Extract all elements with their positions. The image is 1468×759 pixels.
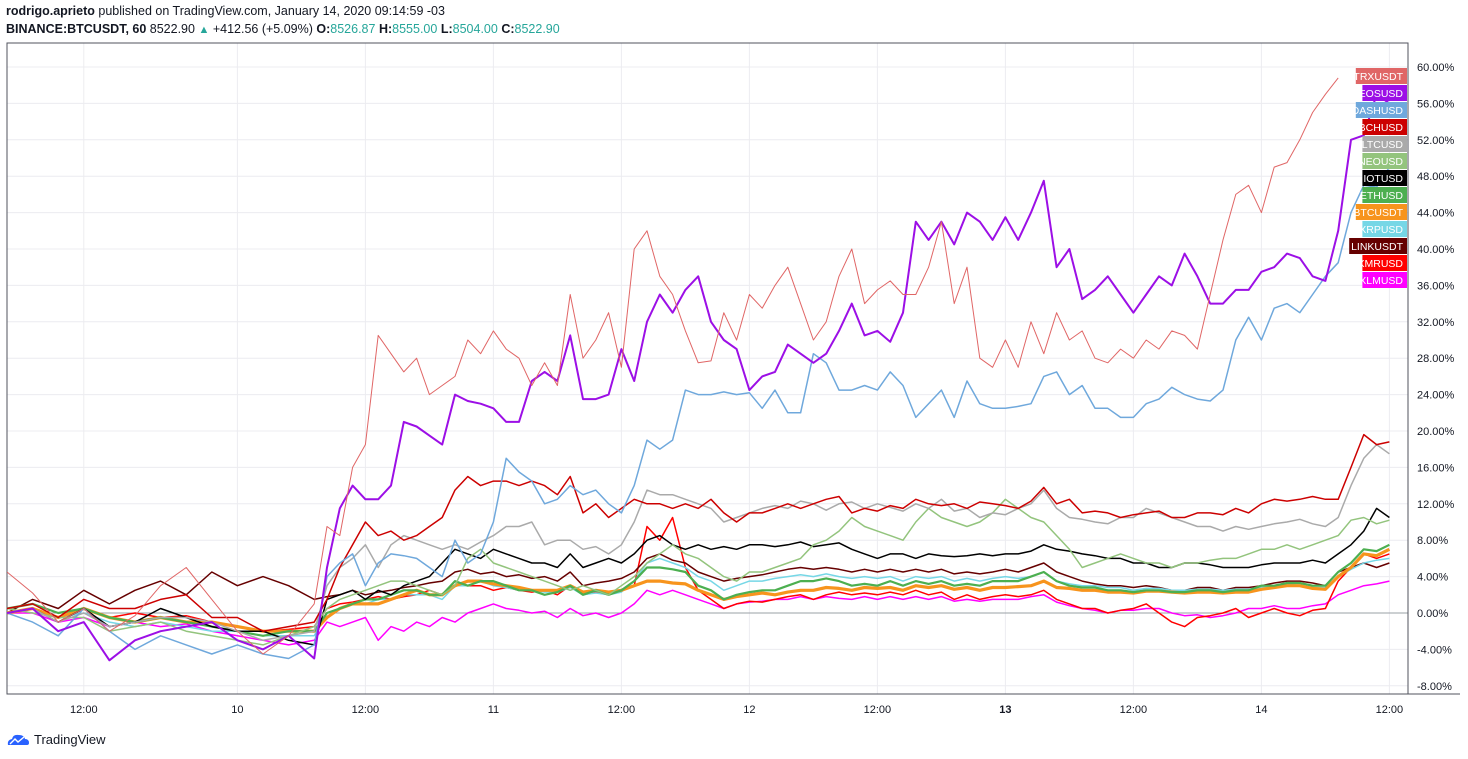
series-label-bg bbox=[1362, 85, 1407, 101]
y-tick-label: 48.00% bbox=[1417, 171, 1455, 183]
x-tick-label: 12:00 bbox=[70, 704, 98, 716]
open-label: O: bbox=[316, 22, 331, 36]
publisher-name[interactable]: rodrigo.aprieto bbox=[6, 4, 95, 18]
arrow-up-icon: ▲ bbox=[198, 24, 210, 36]
series-line-bchusd[interactable] bbox=[7, 433, 1390, 632]
y-tick-label: 4.00% bbox=[1417, 572, 1448, 584]
x-tick-label: 14 bbox=[1255, 704, 1267, 716]
y-tick-label: 8.00% bbox=[1417, 535, 1448, 547]
series-label-bg bbox=[1355, 204, 1407, 220]
y-tick-label: 36.00% bbox=[1417, 280, 1455, 292]
series-line-ltcusd[interactable] bbox=[7, 443, 1390, 642]
series-label-bchusd[interactable]: BCHUSD bbox=[1359, 122, 1404, 134]
high-label: H: bbox=[378, 22, 393, 36]
y-tick-label: 28.00% bbox=[1417, 353, 1455, 365]
x-tick-label: 12:00 bbox=[1376, 704, 1404, 716]
series-label-xlmusd[interactable]: XLMUSD bbox=[1359, 275, 1403, 287]
series-label-ltcusd[interactable]: LTCUSD bbox=[1362, 139, 1404, 151]
series-label-bg bbox=[1362, 187, 1407, 203]
series-line-trxusdt[interactable] bbox=[7, 77, 1339, 655]
x-tick-label: 13 bbox=[999, 704, 1011, 716]
symbol-name[interactable]: BINANCE:BTCUSDT, 60 bbox=[6, 22, 147, 36]
series-label-dashusd[interactable]: DASHUSD bbox=[1352, 105, 1404, 117]
series-label-bg bbox=[1355, 102, 1407, 118]
symbol-info: BINANCE:BTCUSDT, 60 8522.90 ▲ +412.56 (+… bbox=[6, 22, 560, 36]
close-label: C: bbox=[501, 22, 515, 36]
series-label-ethusd[interactable]: ETHUSD bbox=[1360, 190, 1404, 202]
y-tick-label: 60.00% bbox=[1417, 62, 1455, 74]
series-line-linkusdt[interactable] bbox=[7, 553, 1390, 614]
y-tick-label: 12.00% bbox=[1417, 499, 1455, 511]
y-tick-label: 24.00% bbox=[1417, 390, 1455, 402]
brand-name: TradingView bbox=[34, 732, 106, 747]
x-tick-label: 12:00 bbox=[608, 704, 636, 716]
y-tick-label: 16.00% bbox=[1417, 462, 1455, 474]
series-label-trxusdt[interactable]: TRXUSDT bbox=[1353, 71, 1403, 83]
y-tick-label: 44.00% bbox=[1417, 208, 1455, 220]
series-label-bg bbox=[1362, 153, 1407, 169]
open-value: 8526.87 bbox=[330, 22, 376, 36]
series-label-bg bbox=[1362, 136, 1407, 152]
x-tick-label: 12:00 bbox=[1120, 704, 1148, 716]
x-tick-label: 11 bbox=[488, 704, 499, 716]
low-value: 8504.00 bbox=[452, 22, 498, 36]
y-tick-label: -4.00% bbox=[1417, 644, 1452, 656]
series-label-bg bbox=[1362, 272, 1407, 288]
series-label-bg bbox=[1355, 68, 1407, 84]
y-tick-label: 56.00% bbox=[1417, 98, 1455, 110]
cloud-logo-icon bbox=[7, 734, 29, 745]
series-label-eosusd[interactable]: EOSUSD bbox=[1359, 88, 1404, 100]
series-label-bg bbox=[1362, 255, 1407, 271]
series-line-eosusd[interactable] bbox=[7, 93, 1390, 662]
y-tick-label: 20.00% bbox=[1417, 426, 1455, 438]
published-text: published on TradingView.com, January 14… bbox=[98, 4, 445, 18]
y-tick-label: 32.00% bbox=[1417, 317, 1455, 329]
close-value: 8522.90 bbox=[514, 22, 560, 36]
series-label-bg bbox=[1362, 221, 1407, 237]
high-value: 8555.00 bbox=[392, 22, 438, 36]
tradingview-logo[interactable]: TradingView bbox=[6, 732, 106, 747]
y-tick-label: 0.00% bbox=[1417, 608, 1448, 620]
price-change: +412.56 (+5.09%) bbox=[212, 22, 313, 36]
series-label-bg bbox=[1362, 170, 1407, 186]
series-label-xrpusd[interactable]: XRPUSD bbox=[1359, 224, 1403, 236]
series-label-neousd[interactable]: NEOUSD bbox=[1358, 156, 1403, 168]
series-label-linkusdt[interactable]: LINKUSDT bbox=[1351, 241, 1404, 253]
x-tick-label: 10 bbox=[231, 704, 243, 716]
series-label-btcusdt[interactable]: BTCUSDT bbox=[1353, 207, 1403, 219]
series-label-bg bbox=[1349, 238, 1407, 254]
series-label-bg bbox=[1362, 119, 1407, 135]
x-tick-label: 12:00 bbox=[864, 704, 892, 716]
series-line-neousd[interactable] bbox=[7, 498, 1390, 646]
series-label-xmrusd[interactable]: XMRUSD bbox=[1357, 258, 1403, 270]
comparison-chart[interactable]: 60.00% 56.00% 52.00% 48.00% 44.00% 40.00% 36.0… bbox=[0, 0, 1468, 730]
y-tick-label: -8.00% bbox=[1417, 681, 1452, 693]
y-tick-label: 40.00% bbox=[1417, 244, 1455, 256]
last-price: 8522.90 bbox=[149, 22, 195, 36]
x-tick-label: 12:00 bbox=[352, 704, 380, 716]
series-line-dashusd[interactable] bbox=[7, 166, 1391, 660]
low-label: L: bbox=[440, 22, 453, 36]
x-tick-label: 12 bbox=[743, 704, 755, 716]
publish-info: rodrigo.aprieto published on TradingView… bbox=[6, 4, 445, 18]
series-label-iotusd[interactable]: IOTUSD bbox=[1363, 173, 1403, 185]
series-line-xmrusd[interactable] bbox=[7, 516, 1390, 632]
y-tick-label: 52.00% bbox=[1417, 135, 1455, 147]
